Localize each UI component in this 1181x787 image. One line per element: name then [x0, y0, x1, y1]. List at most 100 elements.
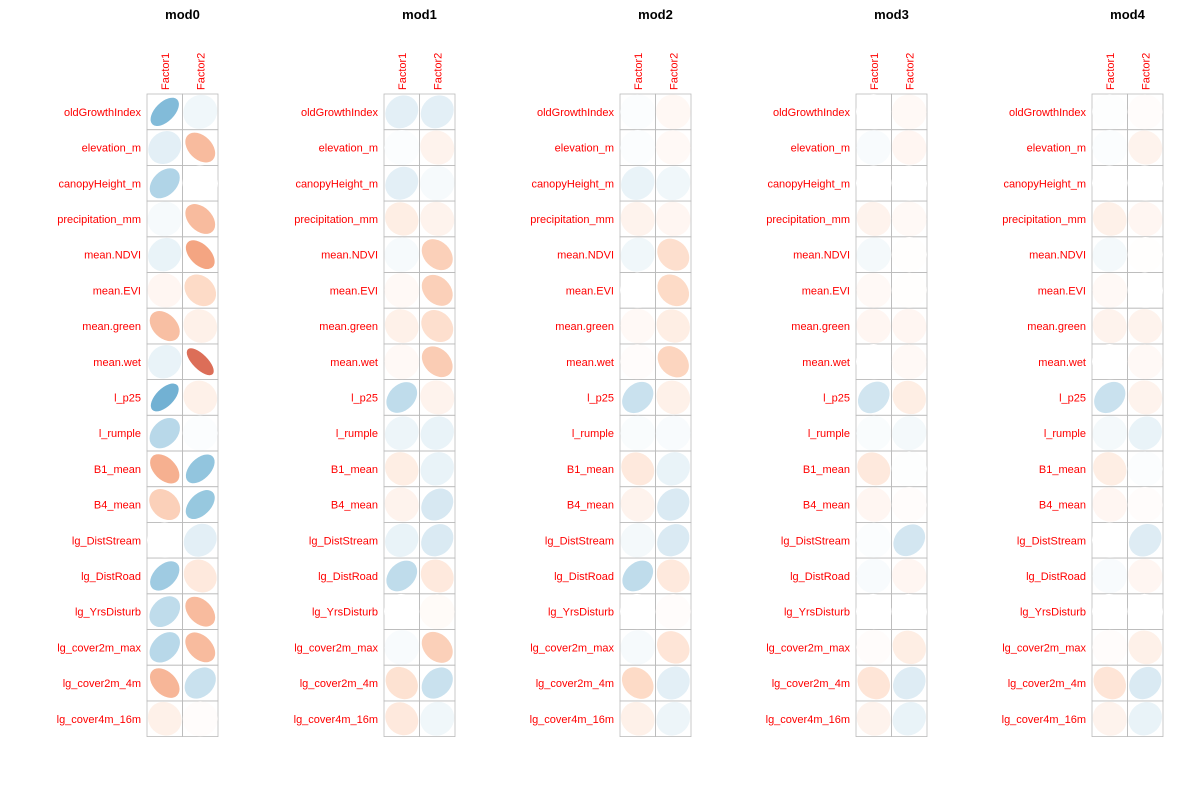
row-label: lg_cover2m_4m [1008, 678, 1086, 690]
correlation-ellipse [384, 130, 420, 166]
row-label: l_p25 [351, 392, 378, 404]
row-label: elevation_m [1027, 143, 1086, 155]
row-label: mean.green [319, 321, 378, 333]
panel-mod1: mod1 Factor1 Factor2 oldGrowthIndex elevatio… [294, 7, 456, 738]
row-label: lg_cover4m_16m [1002, 714, 1086, 726]
row-label: B1_mean [94, 464, 141, 476]
row-label: lg_cover2m_4m [536, 678, 614, 690]
correlation-ellipse [1092, 202, 1127, 236]
row-label: mean.NDVI [84, 250, 141, 262]
correlation-ellipse [1128, 523, 1162, 557]
row-label: mean.wet [1038, 357, 1086, 369]
row-label: lg_DistRoad [790, 571, 850, 583]
correlation-ellipse [185, 596, 216, 627]
correlation-ellipse [656, 309, 690, 343]
correlation-ellipse [419, 594, 455, 630]
column-label: Factor2 [904, 53, 916, 90]
correlation-ellipse [147, 701, 182, 736]
panel-mod0: mod0 Factor1 Factor2 oldGrowthIndex elevatio… [57, 7, 219, 738]
correlation-ellipse [892, 130, 927, 165]
correlation-ellipse [1127, 94, 1163, 130]
row-label: l_rumple [336, 428, 378, 440]
correlation-ellipse [150, 97, 179, 127]
row-label: oldGrowthIndex [773, 107, 851, 119]
correlation-ellipse [1128, 380, 1163, 415]
row-label: lg_cover2m_max [294, 642, 378, 654]
row-label: B1_mean [567, 464, 614, 476]
row-label: B4_mean [1039, 500, 1086, 512]
correlation-ellipse [1092, 629, 1128, 665]
row-label: l_rumple [572, 428, 614, 440]
correlation-ellipse [1092, 237, 1127, 272]
correlation-ellipse [857, 381, 890, 414]
correlation-ellipse [655, 94, 691, 130]
correlation-ellipse [149, 168, 180, 199]
row-label: mean.NDVI [793, 250, 850, 262]
correlation-ellipse [149, 668, 180, 698]
correlation-ellipse [384, 237, 420, 272]
row-label: canopyHeight_m [531, 178, 614, 190]
column-label: Factor1 [160, 53, 172, 90]
row-label: B4_mean [94, 500, 141, 512]
correlation-ellipse [1128, 630, 1163, 665]
row-label: lg_DistRoad [318, 571, 378, 583]
correlation-ellipse [856, 130, 892, 165]
correlation-ellipse [384, 593, 420, 630]
correlation-ellipse [384, 309, 419, 343]
correlation-ellipse [1093, 666, 1127, 700]
correlation-ellipse [419, 165, 455, 201]
correlation-ellipse [891, 201, 927, 237]
correlation-ellipse [1092, 487, 1127, 522]
correlation-ellipse [420, 95, 454, 129]
row-label: elevation_m [555, 143, 614, 155]
correlation-ellipse [656, 452, 690, 486]
row-label: lg_DistRoad [1026, 571, 1086, 583]
row-label: B1_mean [803, 464, 850, 476]
correlation-ellipse [148, 237, 182, 272]
row-label: mean.EVI [1038, 285, 1086, 297]
correlation-ellipse [1092, 415, 1127, 451]
row-label: mean.wet [93, 357, 141, 369]
correlation-ellipse [620, 237, 655, 272]
correlation-ellipse [856, 629, 892, 665]
column-label: Factor1 [397, 53, 409, 90]
column-label: Factor1 [633, 53, 645, 90]
correlation-ellipse [891, 593, 927, 630]
panel-title: mod3 [874, 7, 909, 22]
row-label: precipitation_mm [766, 214, 850, 226]
correlation-ellipse [1092, 558, 1128, 594]
correlation-ellipse [657, 238, 690, 271]
correlation-ellipse [183, 94, 218, 129]
correlation-ellipse [384, 629, 420, 665]
correlation-ellipse [421, 524, 454, 557]
correlation-ellipse [420, 380, 455, 415]
row-label: canopyHeight_m [767, 178, 850, 190]
correlation-ellipse [856, 272, 892, 308]
row-label: l_p25 [114, 392, 141, 404]
panel-title: mod4 [1110, 7, 1145, 22]
correlation-ellipse [385, 202, 419, 236]
row-label: mean.EVI [802, 285, 850, 297]
correlation-ellipse [1092, 309, 1127, 344]
row-label: l_p25 [1059, 392, 1086, 404]
row-label: lg_cover2m_max [766, 642, 850, 654]
row-label: mean.green [1027, 321, 1086, 333]
correlation-ellipse [1128, 130, 1163, 165]
correlation-ellipse [657, 524, 690, 557]
correlation-ellipse [620, 630, 656, 665]
row-label: lg_cover2m_4m [772, 678, 850, 690]
row-label: lg_cover4m_16m [766, 714, 850, 726]
row-label: lg_YrsDisturb [784, 607, 850, 619]
row-label: l_rumple [808, 428, 850, 440]
correlation-ellipse [892, 630, 926, 665]
heatmap-cell [891, 700, 928, 738]
row-label: lg_cover4m_16m [530, 714, 614, 726]
correlation-ellipse [147, 273, 182, 308]
correlation-ellipse [620, 344, 656, 380]
panel-mod2: mod2 Factor1 Factor2 oldGrowthIndex elevatio… [530, 7, 692, 738]
correlation-ellipse [856, 487, 891, 522]
correlation-ellipse [1092, 593, 1128, 630]
correlation-ellipse [149, 311, 180, 342]
correlation-ellipse [421, 667, 453, 699]
correlation-ellipse [386, 560, 418, 592]
